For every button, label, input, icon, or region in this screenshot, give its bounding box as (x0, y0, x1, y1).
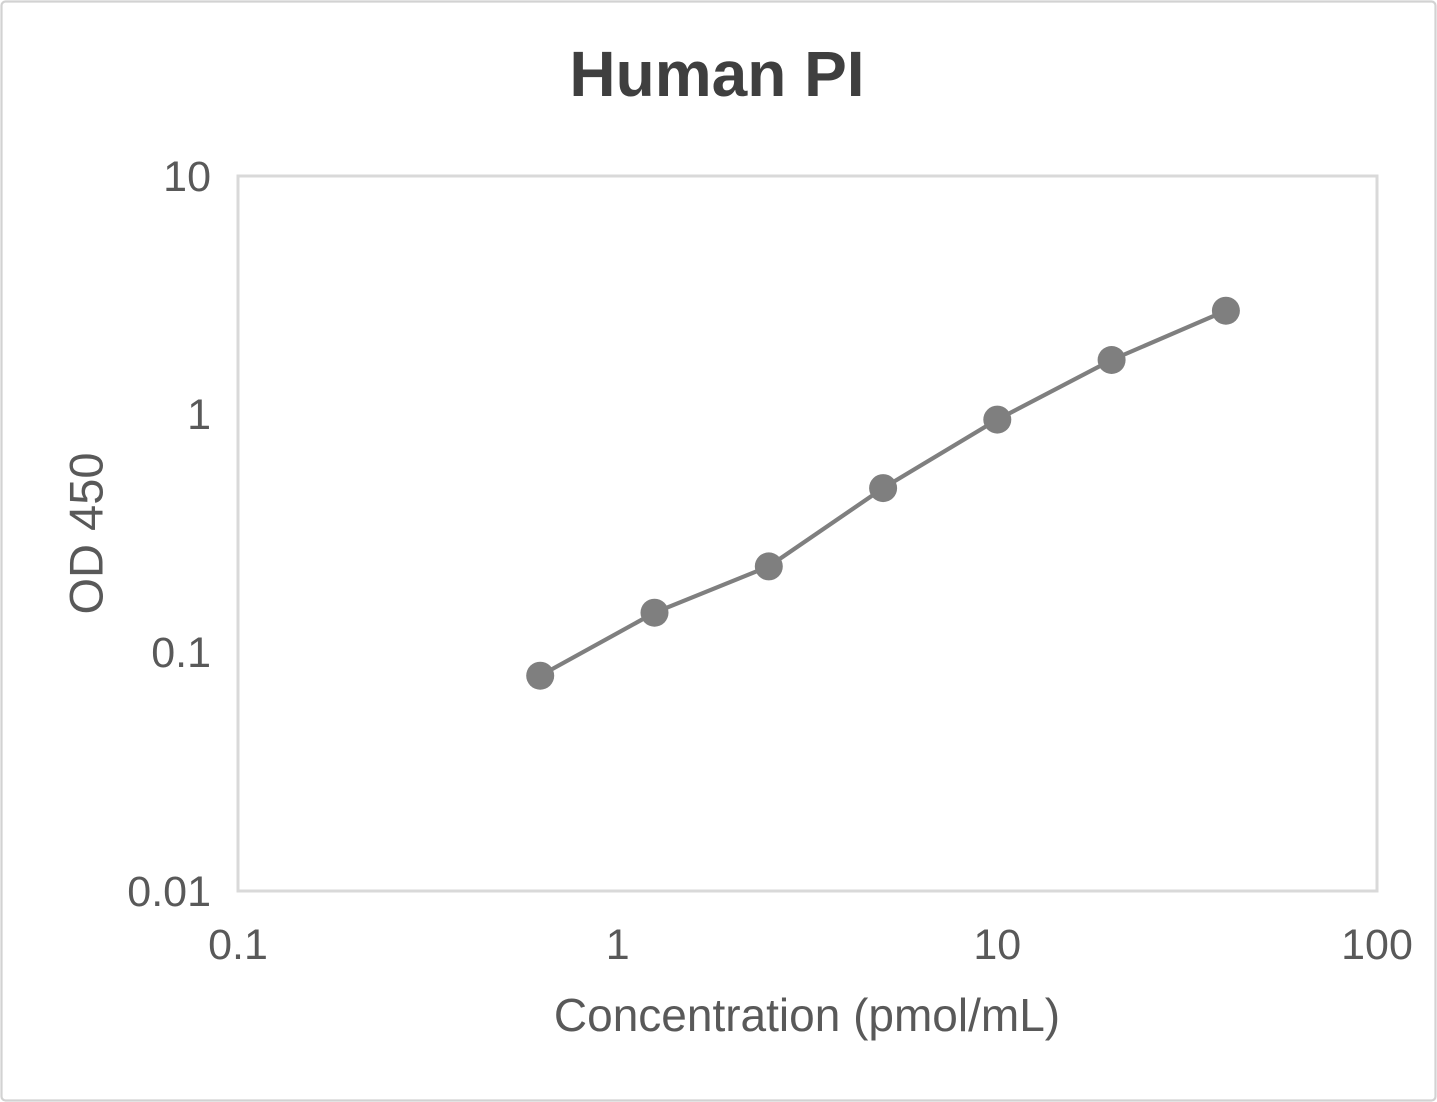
svg-text:Concentration (pmol/mL): Concentration (pmol/mL) (554, 989, 1060, 1041)
svg-text:OD 450: OD 450 (60, 453, 113, 615)
svg-text:1: 1 (187, 391, 211, 439)
svg-text:0.01: 0.01 (127, 868, 211, 916)
svg-text:10: 10 (163, 153, 211, 201)
svg-text:Human PI: Human PI (569, 38, 864, 110)
svg-text:10: 10 (973, 921, 1021, 969)
svg-text:0.1: 0.1 (208, 921, 268, 969)
svg-text:100: 100 (1341, 921, 1413, 969)
svg-text:1: 1 (606, 921, 630, 969)
svg-text:0.1: 0.1 (151, 629, 211, 677)
